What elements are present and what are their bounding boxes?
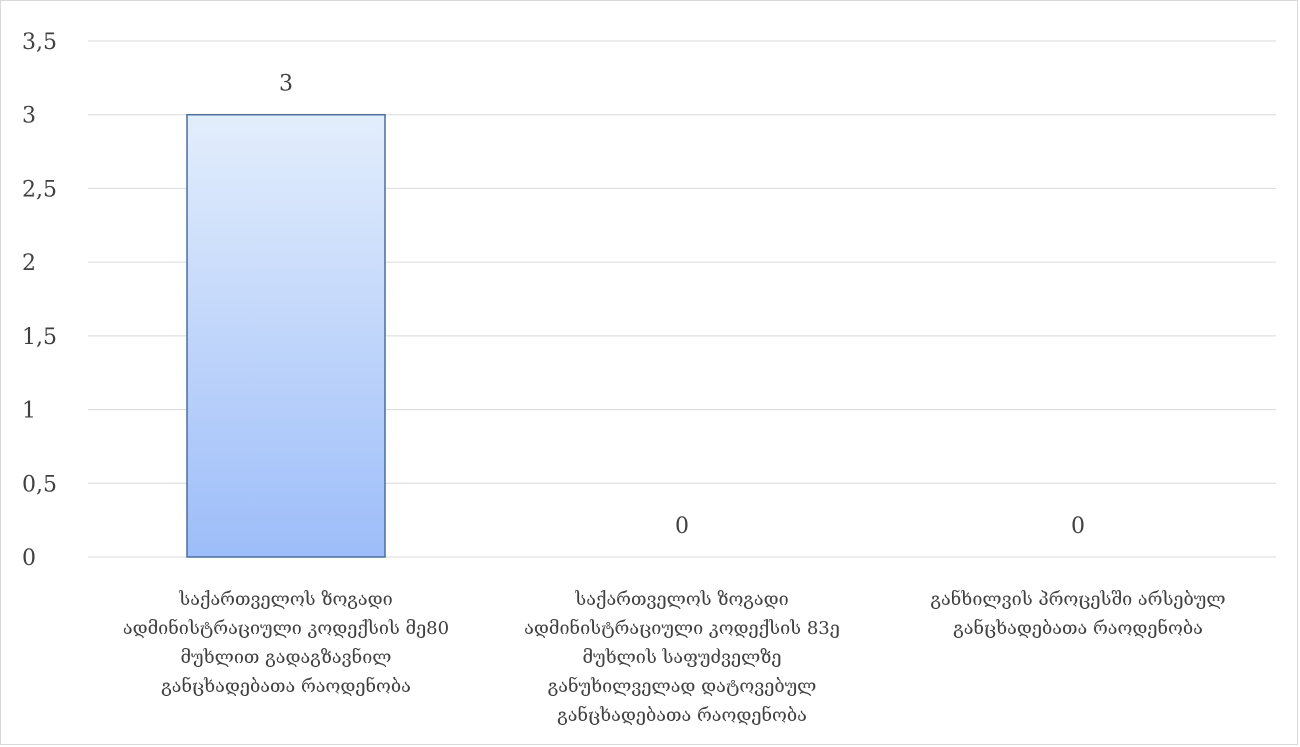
- y-tick-label: 2: [22, 251, 36, 276]
- y-tick-label: 1,5: [22, 325, 57, 350]
- bar: [186, 113, 386, 558]
- bars: [186, 113, 386, 558]
- x-tick-label: განცხადებათა რაოდენობა: [953, 617, 1203, 639]
- x-tick-label: ადმინისტრაციული კოდექსის მე80: [123, 617, 449, 639]
- x-axis: საქართველოს ზოგადი ადმინისტრაციული კოდექს…: [123, 588, 1226, 726]
- data-label: 3: [279, 72, 293, 97]
- y-axis: 0 0,5 1 1,5 2 2,5 3 3,5: [22, 30, 57, 571]
- data-labels: 3 0 0: [279, 72, 1085, 539]
- data-label: 0: [675, 514, 689, 539]
- x-tick-label: განცხადებათა რაოდენობა: [557, 704, 807, 726]
- x-tick-label: განცხადებათა რაოდენობა: [161, 675, 411, 697]
- y-tick-label: 1: [22, 399, 36, 424]
- y-tick-label: 3: [22, 104, 36, 129]
- y-tick-label: 0: [22, 546, 36, 571]
- x-tick-label: განუხილველად დატოვებულ: [548, 675, 817, 697]
- x-tick-label: საქართველოს ზოგადი: [178, 589, 392, 610]
- x-tick-label: განხილვის პროცესში არსებულ: [930, 588, 1225, 610]
- y-tick-label: 3,5: [22, 30, 57, 55]
- y-tick-label: 2,5: [22, 177, 57, 202]
- x-tick-label: ადმინისტრაციული კოდექსის 83ე: [524, 617, 840, 639]
- data-label: 0: [1071, 514, 1085, 539]
- x-tick-label: მუხლით გადაგზავნილ: [181, 646, 392, 668]
- x-tick-label: მუხლის საფუძველზე: [582, 647, 781, 668]
- x-tick-label: საქართველოს ზოგადი: [574, 589, 788, 610]
- y-tick-label: 0,5: [22, 472, 57, 497]
